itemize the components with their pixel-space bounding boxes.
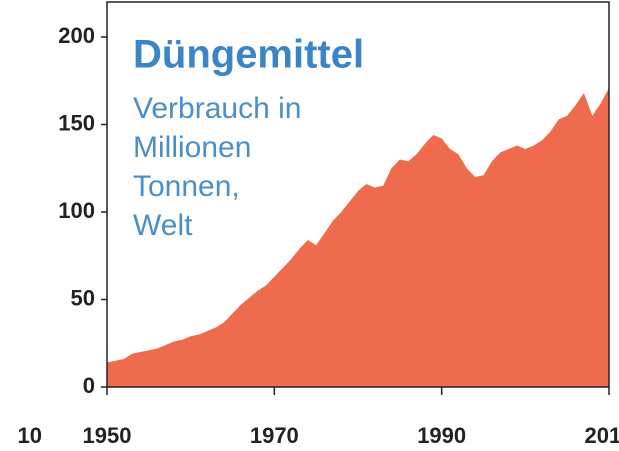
area [107,87,609,387]
y-tick-label: 0 [83,373,95,398]
y-tick-label: 50 [71,285,95,310]
x-tick-label: 1990 [417,423,466,448]
subtitle-line: Verbrauch in [133,92,301,125]
y-tick-label: 200 [58,23,95,48]
subtitle-line: Welt [133,209,193,242]
y-tick-label: 100 [58,198,95,223]
subtitle-line: Tonnen, [133,170,240,203]
chart-title: Düngemittel [133,33,364,77]
clipped-label: 10 [18,423,42,448]
x-tick-label: 1950 [83,423,132,448]
subtitle-line: Millionen [133,131,251,164]
plot-frame [106,1,610,388]
y-tick-label: 150 [58,110,95,135]
x-tick-label: 2010 [585,423,619,448]
x-tick-label: 1970 [250,423,299,448]
